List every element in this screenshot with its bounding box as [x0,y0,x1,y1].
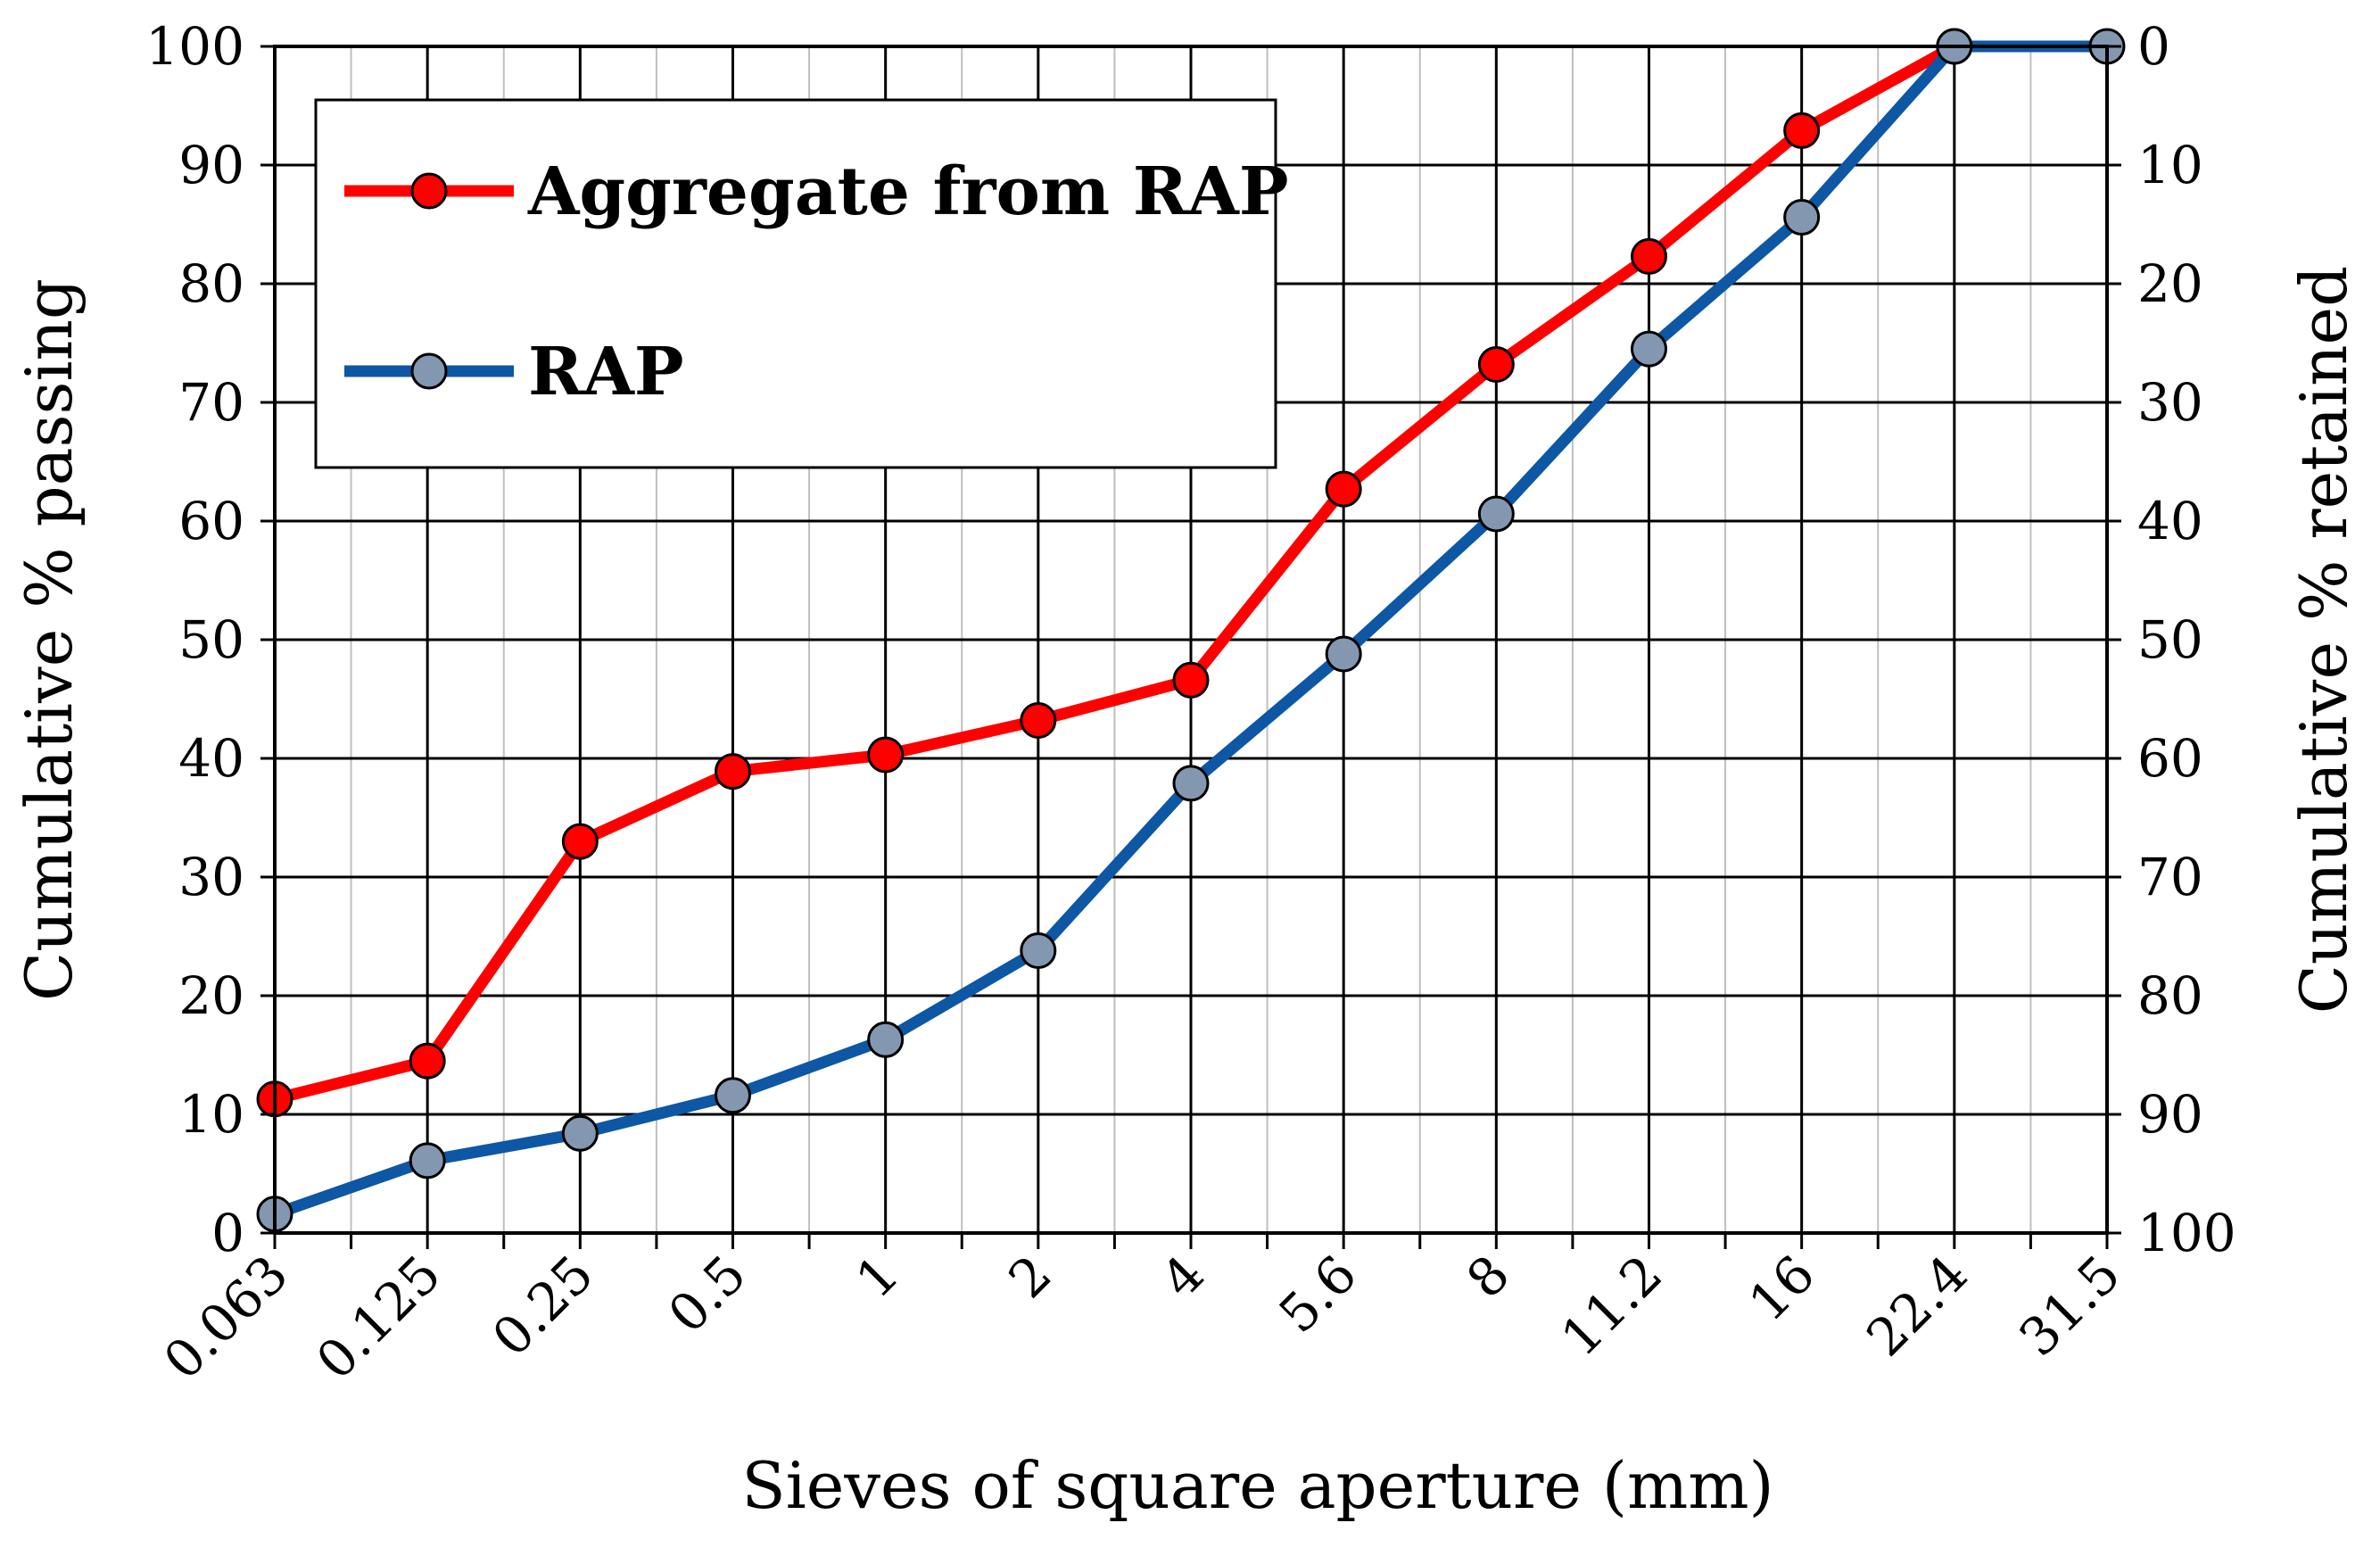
x-tick-label: 0.063 [152,1244,299,1391]
y-tick-label: 70 [178,372,244,433]
x-tick-label: 0.25 [481,1244,605,1368]
x-tick-label: 16 [1737,1244,1826,1333]
y2-tick-label: 0 [2137,16,2170,77]
x-axis-title: Sieves of square aperture (mm) [741,1448,1773,1523]
data-point [1477,345,1515,383]
data-point [409,1042,446,1080]
y-tick-label: 100 [145,16,244,77]
y-tick-label: 50 [178,609,244,670]
x-tick-label: 4 [1150,1244,1216,1310]
y-tick-label: 80 [178,253,244,314]
x-tick-label: 31.5 [2008,1244,2132,1368]
x-tick-label: 22.4 [1855,1244,1979,1368]
axis-ticks [260,45,2121,1249]
data-point [561,823,599,860]
legend-label-rap: RAP [528,334,684,410]
y2-tick-label: 20 [2137,253,2203,314]
x-tick-label: 2 [997,1244,1063,1310]
x-tick-label: 0.125 [305,1244,452,1391]
data-point [1172,765,1210,802]
data-point [1783,112,1821,149]
data-point [1325,635,1362,673]
y-tick-label: 20 [178,965,244,1026]
x-tick-label: 11.2 [1549,1244,1673,1368]
y-tick-label: 30 [178,847,244,907]
data-point [867,1021,905,1058]
data-point [867,736,905,774]
y2-tick-label: 30 [2137,372,2203,433]
data-point [715,1077,751,1114]
series-line [273,41,1957,1105]
data-point [561,1114,599,1152]
legend-label-aggregate: Aggregate from RAP [527,153,1288,230]
y2-tick-label: 100 [2137,1203,2236,1263]
y-tick-label: 10 [178,1084,244,1145]
data-point [1631,237,1667,275]
series-group-0 [256,28,1973,1118]
x-tick-label: 0.5 [657,1244,757,1345]
x-tick-label: 8 [1455,1244,1521,1310]
x-tick-label: 5.6 [1268,1244,1368,1345]
y-tick-label: 60 [178,491,244,551]
y-tick-label: 40 [178,728,244,789]
legend-marker-rap [410,352,448,390]
data-point [1325,470,1362,508]
y2-tick-label: 10 [2137,135,2203,195]
y-axis-title: Cumulative % passing [12,278,87,1001]
data-point [1020,931,1057,969]
data-point [409,1142,446,1179]
data-point [715,753,751,790]
data-point [1631,330,1667,368]
y2-tick-label: 40 [2137,491,2203,551]
legend-marker-aggregate [410,172,448,210]
y-tick-label: 0 [211,1203,244,1263]
legend-box [314,98,1277,469]
data-point [1020,701,1057,739]
data-point [1172,661,1210,699]
y2-tick-label: 50 [2137,609,2203,670]
data-point [1783,199,1821,236]
y2-tick-label: 80 [2137,965,2203,1026]
y2-tick-label: 90 [2137,1084,2203,1145]
y2-axis-title: Cumulative % retained [2286,266,2361,1014]
y2-tick-label: 70 [2137,847,2203,907]
x-tick-label: 1 [844,1244,910,1310]
legend: Aggregate from RAP RAP [314,98,1288,469]
data-point [1477,495,1515,533]
y-tick-label: 90 [178,135,244,195]
y2-tick-label: 60 [2137,728,2203,789]
